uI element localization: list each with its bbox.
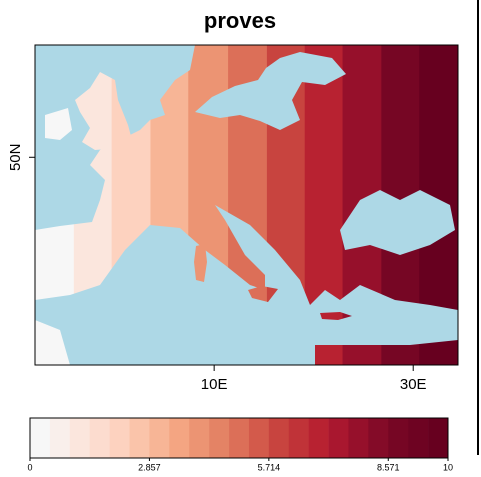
colorbar-swatch	[408, 418, 429, 458]
colorbar-swatch	[368, 418, 389, 458]
colorbar-swatch	[109, 418, 130, 458]
colorbar-swatch	[308, 418, 329, 458]
colorbar-swatch	[388, 418, 409, 458]
colorbar-swatch	[328, 418, 349, 458]
colorbar-frame	[29, 417, 449, 459]
y-tick-label: 50N	[7, 144, 24, 172]
chart-title: proves	[204, 8, 276, 33]
colorbar-tick-label: 5.714	[258, 462, 281, 472]
colorbar-tick-label: 2.857	[138, 462, 161, 472]
x-tick-label: 10E	[201, 376, 228, 393]
mediterranean	[35, 205, 458, 365]
colorbar-swatch	[428, 418, 449, 458]
colorbar-swatch	[149, 418, 170, 458]
colorbar-tick-label: 8.571	[377, 462, 400, 472]
colorbar-swatch	[189, 418, 210, 458]
colorbar-swatch	[348, 418, 369, 458]
colorbar-swatch	[30, 418, 51, 458]
colorbar-swatch	[288, 418, 309, 458]
plot-frame	[34, 44, 459, 366]
colorbar-swatch	[169, 418, 190, 458]
black-sea	[340, 190, 455, 255]
colorbar-swatch	[209, 418, 230, 458]
colorbar-swatch	[268, 418, 290, 458]
colorbar-tick-label: 10	[443, 462, 453, 472]
colorbar-swatch	[89, 418, 110, 458]
colorbar-swatch	[248, 418, 270, 458]
axes: 10E 30E 50N	[7, 144, 427, 393]
colorbar: 0 2.857 5.714 8.571 10	[27, 417, 453, 472]
colorbar-swatch	[129, 418, 150, 458]
colorbar-tick-label: 0	[27, 462, 32, 472]
baltic	[195, 52, 346, 130]
colorbar-swatch	[229, 418, 250, 458]
colorbar-swatch	[69, 418, 91, 458]
colorbar-swatch	[49, 418, 71, 458]
x-tick-label: 30E	[400, 376, 427, 393]
